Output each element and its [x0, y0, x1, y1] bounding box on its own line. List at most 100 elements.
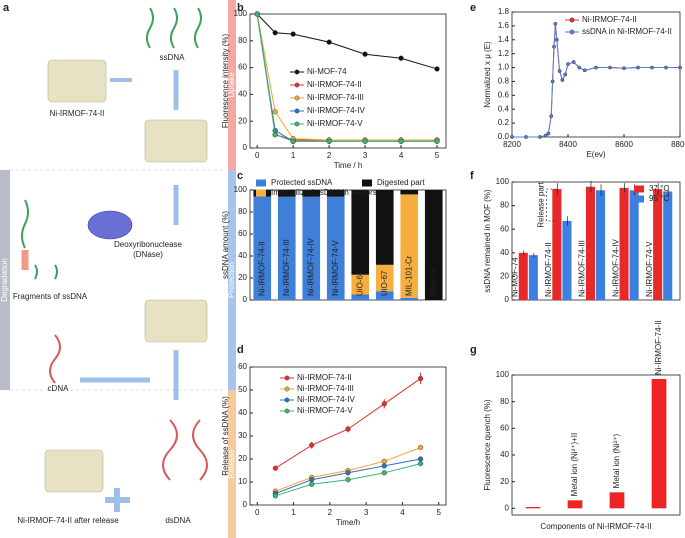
- legend-marker: [569, 29, 575, 35]
- data-point: [560, 78, 565, 82]
- y-tick-label: 20: [238, 454, 247, 463]
- category-label: Ni-IRMOF-74-II: [654, 320, 663, 375]
- y-tick-label: 40: [238, 90, 247, 99]
- x-tick-label: 5: [437, 508, 442, 517]
- bar-segment: [424, 190, 443, 300]
- stage-bars: Uptake Protection Release Degradation: [0, 0, 236, 538]
- category-label: Metal ion (Ni²⁺)+II: [570, 433, 579, 497]
- plot-frame: [249, 13, 447, 149]
- bar: [567, 500, 583, 509]
- x-tick-label: 8800: [671, 140, 685, 149]
- schematic: [10, 7, 226, 512]
- y-axis-title: ssDNA remained in MOF (%): [483, 189, 492, 292]
- stage-label: Protection: [227, 262, 236, 298]
- y-tick-label: 20: [500, 477, 509, 486]
- x-tick-label: 2: [327, 151, 332, 160]
- diagram-label: cDNA: [48, 384, 70, 393]
- bar: [663, 191, 673, 300]
- legend-marker: [294, 95, 300, 101]
- x-tick-label: 5: [435, 151, 440, 160]
- y-tick-label: 40: [500, 450, 509, 459]
- data-point: [622, 66, 626, 71]
- legend-label: Ni-IRMOF-74-IV: [307, 106, 365, 115]
- panel-label: b: [237, 2, 244, 14]
- stage-bar: [228, 390, 236, 538]
- panel-label: a: [3, 2, 10, 14]
- data-point: [571, 60, 576, 64]
- diagram-label: dsDNA: [165, 516, 191, 525]
- legend-marker: [294, 121, 300, 127]
- y-axis-title: ssDNA amount (%): [221, 211, 230, 279]
- legend-label: ssDNA in Ni-IRMOF-74-II: [582, 27, 672, 36]
- data-point: [566, 62, 570, 66]
- y-tick-label: 40: [238, 408, 247, 417]
- y-tick-label: 20: [238, 273, 247, 282]
- panel-label: g: [470, 344, 477, 356]
- diagram-label: Ni-IRMOF-74-II: [50, 109, 105, 118]
- y-tick-label: 0: [243, 295, 248, 304]
- legend-label: Ni-IRMOF-74-III: [297, 384, 354, 393]
- x-tick-label: 0: [255, 151, 260, 160]
- y-tick-label: 60: [238, 362, 247, 371]
- x-axis-title: Time/h: [336, 518, 360, 527]
- enzyme: [87, 210, 133, 240]
- y-tick-label: 100: [496, 370, 510, 379]
- plot-frame: [249, 189, 447, 301]
- y-tick-label: 0: [505, 503, 510, 512]
- data-point: [664, 65, 668, 70]
- bar-segment: [400, 297, 419, 300]
- data-point: [398, 55, 404, 61]
- bar: [552, 189, 562, 300]
- data-point: [650, 65, 654, 70]
- y-tick-label: 40: [238, 251, 247, 260]
- bar: [562, 220, 572, 300]
- stage-bar: [228, 170, 236, 390]
- bar: [653, 189, 663, 300]
- legend-label: Ni-MOF-74: [307, 67, 347, 76]
- legend-label: Ni-IRMOF-74-III: [307, 93, 364, 102]
- bar: [609, 492, 625, 509]
- category-label: Ni-IRMOF-74-V: [331, 240, 340, 296]
- y-axis-title: Release of ssDNA (%): [221, 396, 230, 476]
- y-tick-label: 10: [238, 477, 247, 486]
- dna-strands: [49, 334, 208, 481]
- legend-label: Protected ssDNA: [271, 178, 333, 187]
- arrow: [80, 70, 179, 400]
- y-tick-label: 1.0: [498, 63, 510, 72]
- legend-label: Ni-IRMOF-74-IV: [297, 395, 355, 404]
- data-point: [594, 65, 598, 70]
- bar-segment: [277, 196, 296, 300]
- y-tick-label: 60: [500, 423, 509, 432]
- annotation: Release part: [536, 182, 545, 228]
- bar-segment: [375, 264, 394, 292]
- data-point: [326, 39, 332, 45]
- legend-swatch: [256, 179, 266, 187]
- y-axis-title: Normalized x μ (E): [483, 41, 492, 108]
- data-point: [254, 11, 260, 17]
- data-point: [417, 375, 424, 382]
- y-tick-label: 80: [238, 207, 247, 216]
- stage-bar: [228, 0, 236, 170]
- data-point: [538, 135, 542, 139]
- y-tick-label: 0: [243, 143, 248, 152]
- y-tick-label: 50: [238, 385, 247, 394]
- stage-label: Release: [227, 449, 236, 479]
- data-point: [398, 138, 404, 144]
- data-point: [555, 37, 559, 42]
- bar: [528, 255, 538, 300]
- x-axis-title: E(ev): [586, 150, 605, 159]
- diagram-label: Ni-IRMOF-74-II after release: [17, 516, 119, 525]
- data-point: [550, 79, 555, 84]
- data-point: [557, 69, 562, 73]
- y-tick-label: 60: [238, 63, 247, 72]
- bar-segment: [400, 190, 419, 195]
- x-tick-label: 2: [328, 508, 333, 517]
- y-tick-label: 100: [234, 185, 248, 194]
- x-axis-title: Time / h: [334, 161, 363, 170]
- annotation-bracket: [545, 188, 557, 222]
- panel-label: f: [470, 170, 474, 182]
- x-tick-label: 8400: [559, 140, 577, 149]
- panel-label: d: [237, 344, 244, 356]
- category-label: Ni-IRMOF-74-II: [544, 242, 553, 297]
- bar: [651, 379, 667, 509]
